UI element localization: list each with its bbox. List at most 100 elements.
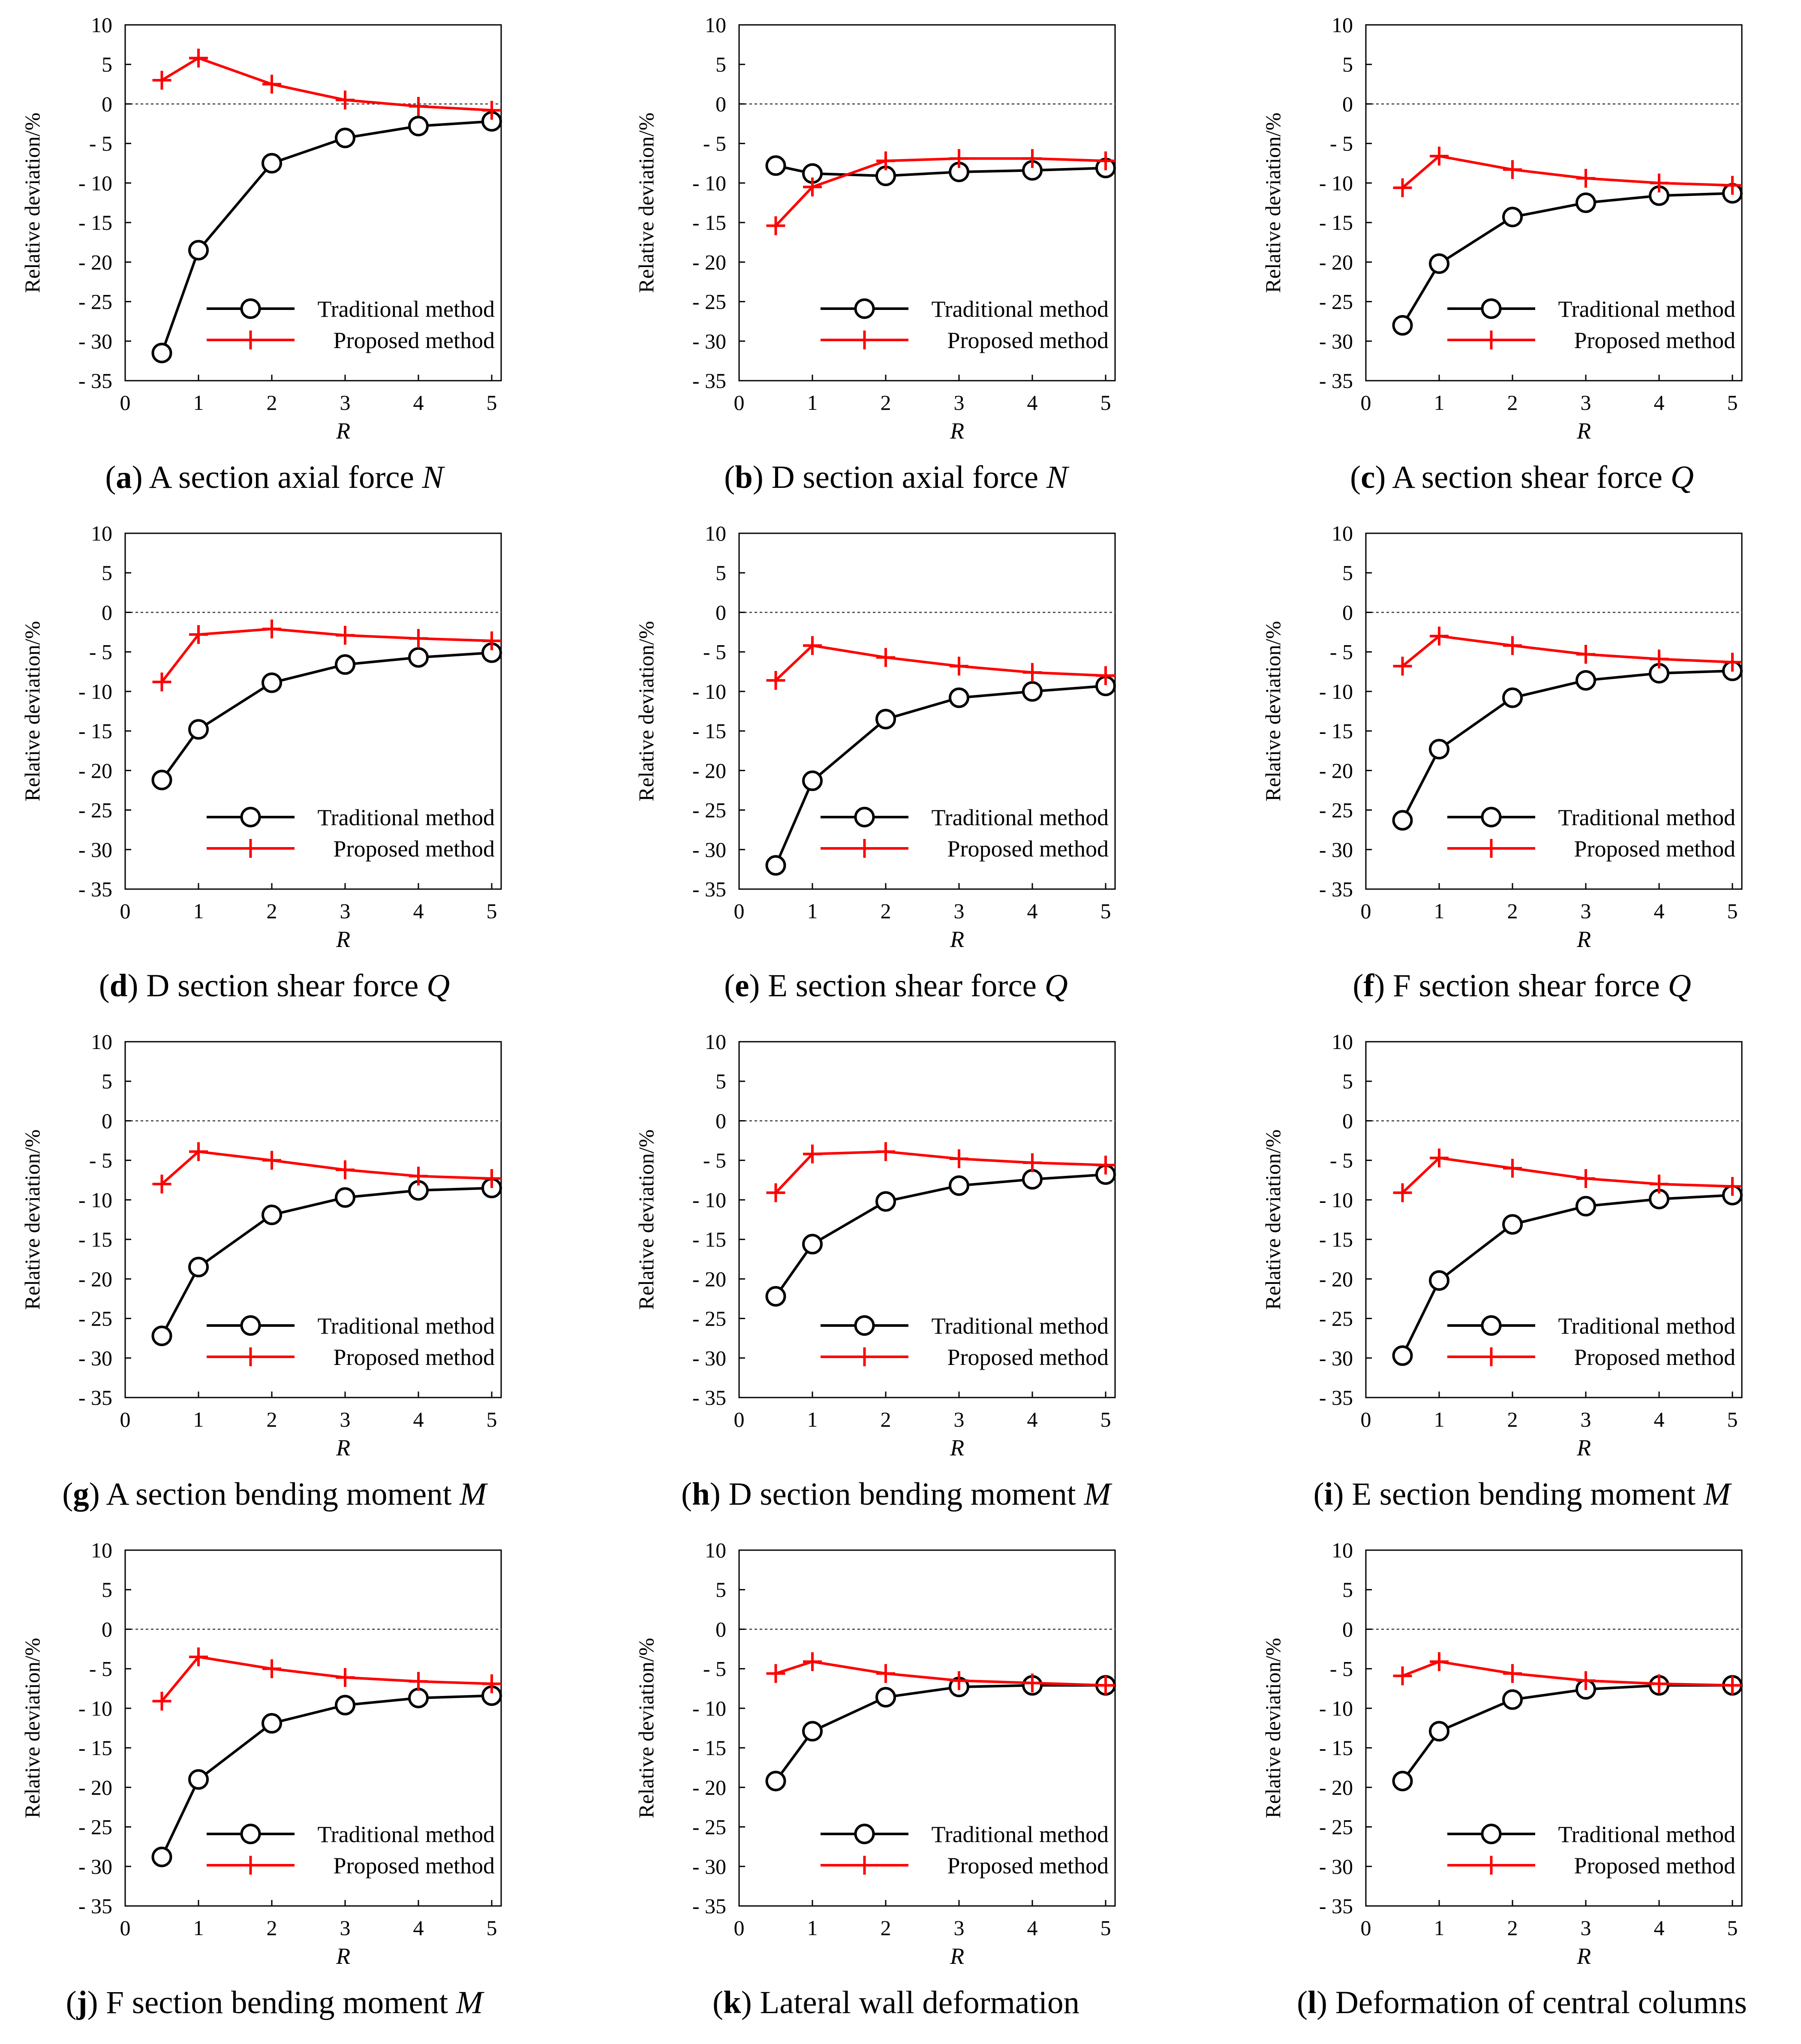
- data-point: [1502, 1689, 1523, 1710]
- data-point: [1393, 1183, 1412, 1202]
- legend-marker: [855, 331, 874, 349]
- data-point: [765, 1286, 786, 1307]
- legend-marker: [1482, 331, 1501, 349]
- series-proposed: [152, 48, 501, 120]
- plot-frame: [738, 532, 1116, 890]
- x-tick-label: 2: [881, 1407, 891, 1431]
- y-tick-label: 0: [716, 600, 726, 624]
- series-traditional: [151, 642, 502, 791]
- legend-label: Traditional method: [932, 1822, 1109, 1847]
- x-tick-label: 2: [881, 391, 891, 415]
- y-tick-label: 0: [102, 1617, 112, 1641]
- data-point: [766, 671, 785, 690]
- y-tick-label: 5: [716, 561, 726, 585]
- data-point: [1502, 687, 1523, 708]
- y-tick-label: - 25: [692, 1815, 726, 1839]
- y-tick-label: - 10: [1319, 1696, 1353, 1720]
- series-traditional: [1392, 1675, 1743, 1792]
- series-traditional: [765, 675, 1116, 876]
- legend-marker: [1481, 1824, 1502, 1844]
- y-tick-label: - 5: [1330, 640, 1353, 664]
- data-point: [1392, 1770, 1413, 1792]
- series-proposed: [766, 636, 1115, 690]
- data-point: [765, 855, 786, 876]
- data-point: [1650, 1175, 1669, 1193]
- data-point: [152, 71, 171, 90]
- data-point: [765, 1770, 786, 1792]
- legend: Traditional method Proposed method: [821, 1822, 1109, 1879]
- legend-item-proposed: Proposed method: [207, 1344, 495, 1370]
- legend-item-proposed: Proposed method: [207, 328, 495, 353]
- series-proposed: [766, 1652, 1115, 1695]
- data-point: [151, 1326, 172, 1347]
- x-tick-label: 2: [1507, 1916, 1518, 1940]
- data-point: [803, 1652, 822, 1671]
- series-line: [1401, 669, 1733, 821]
- y-tick-label: - 5: [1330, 132, 1353, 156]
- x-tick-label: 0: [1361, 391, 1371, 415]
- data-point: [336, 90, 355, 110]
- data-point: [1392, 315, 1413, 336]
- data-point: [1503, 1664, 1522, 1683]
- x-axis-title: R: [336, 926, 350, 952]
- y-tick-label: - 25: [692, 798, 726, 822]
- data-point: [1429, 1270, 1449, 1291]
- data-point: [802, 1234, 823, 1255]
- x-tick-label: 0: [120, 899, 131, 923]
- chart-panel-l: 10 5 0 - 5 - 10 - 15 - 20 - 25 - 30 - 35 0 1 2 3 4 5 R Re…: [1261, 1538, 1747, 2020]
- data-point: [262, 1659, 281, 1678]
- y-tick-label: - 10: [1319, 679, 1353, 703]
- legend-item-proposed: Proposed method: [821, 1344, 1109, 1370]
- legend: Traditional method Proposed method: [1447, 1822, 1735, 1879]
- y-tick-label: - 25: [692, 290, 726, 314]
- y-tick-label: 10: [1332, 1538, 1353, 1562]
- legend-label: Proposed method: [947, 1853, 1109, 1879]
- legend: Traditional method Proposed method: [1447, 1313, 1735, 1370]
- panel-caption: (c) A section shear force Q: [1350, 460, 1694, 495]
- data-point: [766, 1183, 785, 1202]
- data-point: [1022, 681, 1043, 702]
- data-point: [189, 1647, 208, 1666]
- chart-panel-k: 10 5 0 - 5 - 10 - 15 - 20 - 25 - 30 - 35 0 1 2 3 4 5 R Re…: [634, 1538, 1116, 2020]
- plot-frame: [1365, 1549, 1743, 1907]
- y-tick-label: - 35: [78, 369, 112, 393]
- x-tick-label: 3: [340, 899, 351, 923]
- y-tick-label: 0: [102, 600, 112, 624]
- data-point: [1502, 207, 1523, 228]
- y-tick-label: 5: [716, 52, 726, 76]
- y-tick-label: 10: [1332, 1030, 1353, 1054]
- y-tick-label: 5: [1342, 561, 1353, 585]
- x-tick-label: 1: [193, 1407, 204, 1431]
- y-tick-label: - 5: [89, 1148, 112, 1172]
- x-axis-title: R: [950, 926, 964, 952]
- series-line: [775, 644, 1106, 682]
- plot-frame: [1365, 1041, 1743, 1398]
- data-point: [262, 1204, 282, 1225]
- data-point: [876, 1664, 895, 1683]
- legend-item-proposed: Proposed method: [821, 328, 1109, 353]
- x-tick-label: 3: [1581, 899, 1591, 923]
- data-point: [1650, 649, 1669, 669]
- y-tick-label: - 25: [78, 798, 112, 822]
- data-point: [1096, 151, 1115, 171]
- x-tick-label: 5: [1100, 391, 1111, 415]
- legend: Traditional method Proposed method: [207, 1822, 495, 1879]
- legend-marker: [855, 839, 874, 858]
- y-axis-title: Relative deviation/%: [20, 621, 44, 802]
- y-tick-label: - 15: [1319, 210, 1353, 234]
- series-line: [161, 1150, 492, 1185]
- data-point: [335, 654, 355, 675]
- y-axis-title: Relative deviation/%: [1261, 1130, 1285, 1310]
- x-tick-label: 1: [807, 1916, 818, 1940]
- data-point: [1723, 652, 1742, 672]
- y-tick-label: - 35: [692, 877, 726, 901]
- plot-frame: [124, 24, 502, 382]
- y-tick-label: 0: [1342, 1617, 1353, 1641]
- legend-marker: [1481, 1315, 1502, 1336]
- legend-label: Traditional method: [1558, 1313, 1736, 1339]
- data-point: [262, 619, 281, 639]
- data-point: [482, 101, 501, 120]
- y-axis-title: Relative deviation/%: [20, 1130, 44, 1310]
- data-point: [1392, 1345, 1413, 1366]
